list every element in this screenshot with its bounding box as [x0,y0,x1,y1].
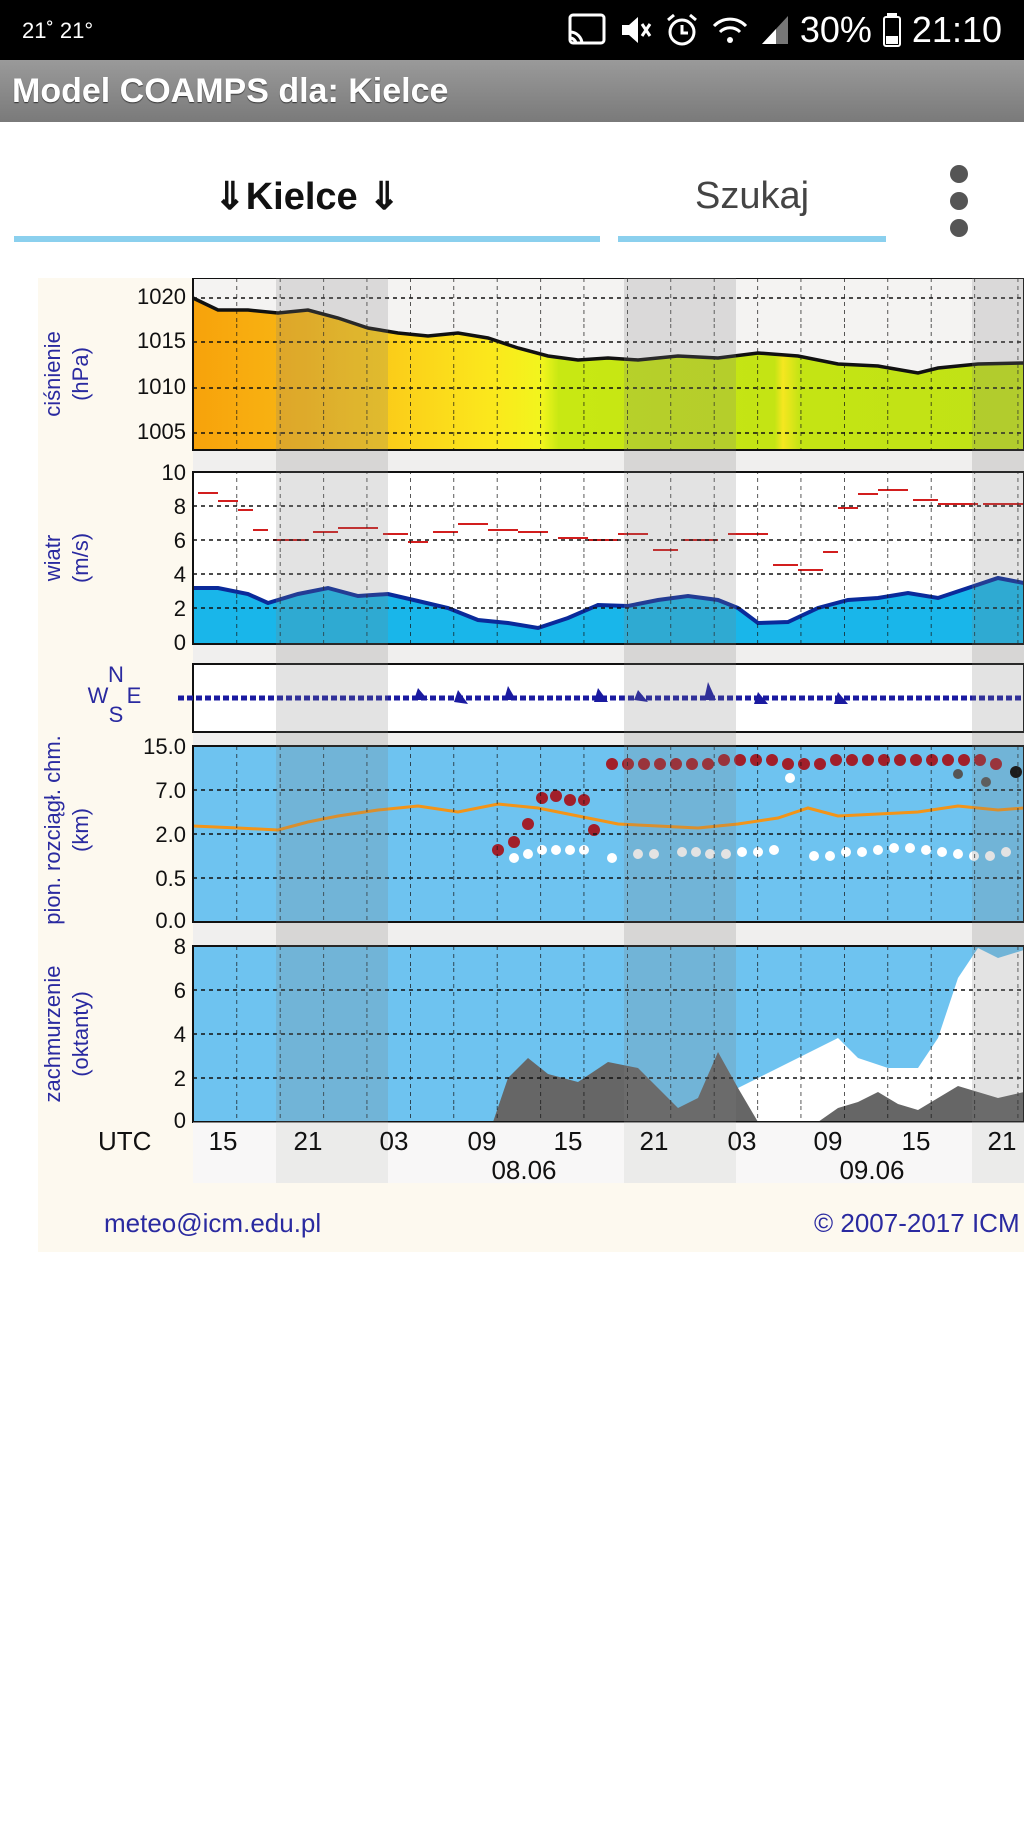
cover-tick: 4 [174,1022,186,1047]
x-tick: 15 [902,1126,931,1156]
x-tick: 21 [640,1126,669,1156]
cover-ylabel: zachmurzenie [40,966,65,1103]
search-underline [618,236,886,242]
x-axis-unit: UTC [98,1126,151,1156]
clouds-ylabel: pion. rozciągł. chm. [40,735,65,925]
wind-tick: 6 [174,528,186,553]
search-label: Szukaj [694,174,810,217]
cover-tick: 0 [174,1108,186,1133]
footer-email-link[interactable]: meteo@icm.edu.pl [104,1208,322,1238]
battery-percent: 30% [799,9,872,50]
meteogram-svg: 1020 1015 1010 1005 ciśnienie (hPa) [40,278,1024,1185]
wind-ylabel: wiatr [40,535,65,582]
wifi-icon [712,17,747,43]
x-axis: UTC 15 21 03 09 15 21 03 09 15 21 08.06 … [98,1122,1024,1185]
overflow-menu-icon[interactable] [938,162,980,240]
clouds-ylabel-unit: (km) [68,808,93,852]
x-tick: 09 [814,1126,843,1156]
search-button[interactable]: Szukaj [618,150,886,242]
pressure-ylabel: ciśnienie [40,331,65,417]
cover-tick: 2 [174,1066,186,1091]
x-date-label: 08.06 [491,1155,556,1185]
wind-tick: 2 [174,596,186,621]
wind-ylabel-unit: (m/s) [68,533,93,583]
status-icons: 30% 21:10 [566,8,1002,52]
x-tick: 09 [468,1126,497,1156]
pressure-tick: 1015 [137,328,186,353]
pressure-tick: 1010 [137,374,186,399]
pressure-panel: 1020 1015 1010 1005 ciśnienie (hPa) [40,278,1024,451]
wind-panel: 10 8 6 4 2 0 wiatr (m/s) [40,460,1024,655]
clouds-tick: 15.0 [143,734,186,759]
direction-label-s: S [109,702,124,727]
pressure-ylabel-unit: (hPa) [68,347,93,401]
direction-label-e: E [127,683,142,708]
night-stripes [276,278,1024,1183]
wind-tick: 0 [174,630,186,655]
clouds-tick: 0.0 [155,908,186,933]
mute-icon [621,17,652,43]
cover-tick: 6 [174,978,186,1003]
app-title: Model COAMPS dla: Kielce [12,72,449,110]
wind-tick: 10 [162,460,186,485]
city-label: ⇓Kielce ⇓ [213,175,401,218]
x-tick: 15 [209,1126,238,1156]
app-bar: Model COAMPS dla: Kielce [0,60,1024,122]
footer-copyright: © 2007-2017 ICM [814,1208,1020,1238]
cloud-vertical-panel: 15.0 7.0 2.0 0.5 0.0 pion. rozciągł. chm… [40,734,1024,933]
alarm-icon [666,13,697,46]
x-tick: 21 [988,1126,1017,1156]
pressure-tick: 1005 [137,419,186,444]
clouds-tick: 2.0 [155,822,186,847]
cover-tick: 8 [174,934,186,959]
cloud-cover-panel: 8 6 4 2 0 zachmurzenie (oktanty) [40,934,1024,1133]
wind-tick: 4 [174,562,186,587]
clouds-tick: 7.0 [155,778,186,803]
wind-tick: 8 [174,494,186,519]
clouds-tick: 0.5 [155,866,186,891]
battery-icon [882,13,901,47]
direction-label-w: W [88,683,109,708]
x-date-label: 09.06 [839,1155,904,1185]
x-tick: 21 [294,1126,323,1156]
city-underline [14,236,600,242]
cast-icon [568,13,606,45]
status-weather-text: 21˚ 21° [22,18,94,43]
x-tick: 03 [728,1126,757,1156]
direction-label-n: N [108,662,124,687]
city-selector-button[interactable]: ⇓Kielce ⇓ [14,150,600,242]
status-bar: 21˚ 21° 30% 21:10 [0,0,1024,60]
cover-ylabel-unit: (oktanty) [68,991,93,1077]
x-tick: 03 [380,1126,409,1156]
signal-icon [761,16,788,44]
wind-direction-panel: W N E S [88,662,1024,733]
clock: 21:10 [911,9,1002,50]
x-tick: 15 [554,1126,583,1156]
pressure-tick: 1020 [137,284,186,309]
meteogram: 1020 1015 1010 1005 ciśnienie (hPa) [38,278,1024,1252]
